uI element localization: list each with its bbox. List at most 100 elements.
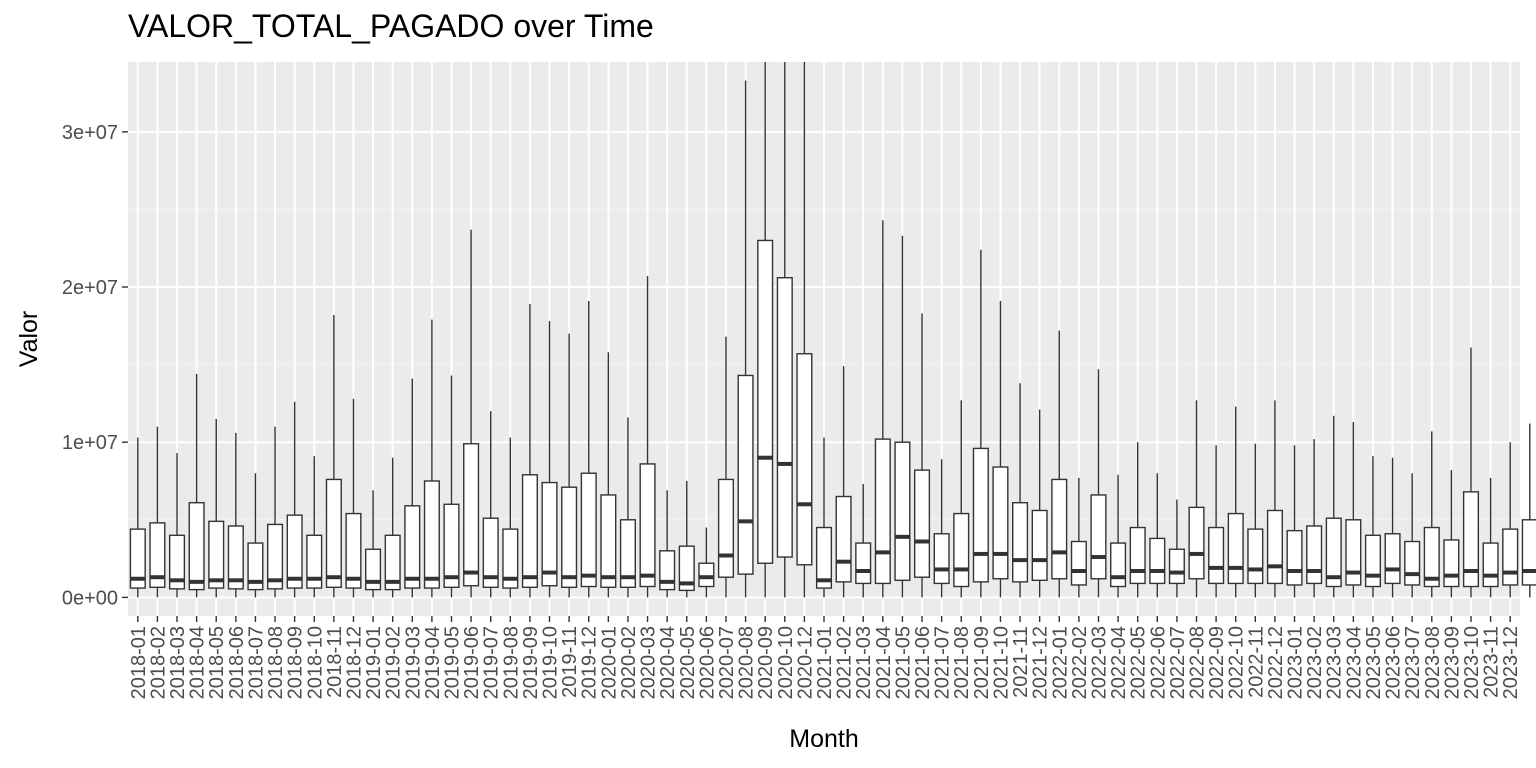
iqr-box: [521, 474, 538, 588]
box-2020-06: [698, 527, 715, 598]
iqr-box: [580, 472, 597, 588]
box-2019-04: [423, 319, 440, 598]
box-2019-06: [463, 229, 480, 598]
x-tick-label: 2023-02: [1304, 626, 1326, 699]
x-tick-label: 2023-11: [1481, 626, 1503, 698]
y-axis: 0e+00 1e+07 2e+07 3e+07: [62, 122, 128, 609]
iqr-box: [913, 469, 931, 578]
x-tick-label: 2021-02: [834, 626, 856, 699]
box-2018-01: [129, 437, 146, 598]
x-tick-label: 2022-07: [1167, 626, 1189, 699]
box-2023-05: [1364, 456, 1382, 598]
x-tick-label: 2018-10: [304, 626, 326, 699]
iqr-box: [443, 503, 460, 588]
box-2019-02: [384, 457, 401, 598]
iqr-box: [188, 502, 205, 591]
x-tick-label: 2020-06: [696, 626, 718, 699]
box-2019-12: [580, 300, 597, 598]
iqr-box: [737, 374, 754, 575]
iqr-box: [1462, 491, 1480, 588]
box-2023-09: [1443, 470, 1460, 598]
x-tick-label: 2019-04: [422, 626, 444, 699]
iqr-box: [482, 517, 499, 588]
iqr-box: [502, 528, 519, 589]
iqr-box: [619, 519, 636, 588]
x-tick-label: 2018-12: [343, 626, 365, 699]
iqr-box: [247, 542, 264, 591]
x-tick-label: 2022-01: [1049, 626, 1071, 699]
box-2020-02: [619, 417, 636, 598]
x-tick-label: 2020-10: [775, 626, 797, 699]
iqr-box: [384, 534, 401, 591]
box-2020-09: [757, 62, 774, 598]
box-2021-12: [1031, 409, 1048, 598]
x-tick-label: 2022-06: [1147, 626, 1169, 699]
box-2021-11: [1012, 383, 1029, 598]
iqr-box: [1168, 548, 1185, 585]
box-2018-05: [208, 418, 225, 598]
iqr-box: [855, 542, 872, 585]
x-tick-label: 2019-05: [441, 626, 463, 699]
iqr-box: [894, 441, 911, 582]
iqr-box: [1031, 509, 1048, 582]
iqr-box: [1521, 519, 1536, 586]
box-2020-07: [717, 336, 735, 598]
box-2023-08: [1423, 431, 1440, 598]
x-tick-label: 2020-04: [657, 626, 679, 699]
x-tick-label: 2022-09: [1206, 626, 1228, 699]
y-tick-label: 0e+00: [62, 587, 118, 609]
x-tick-label: 2019-09: [520, 626, 542, 699]
box-2019-07: [482, 411, 499, 598]
y-axis-title: Valor: [15, 311, 43, 368]
box-2020-03: [639, 276, 656, 598]
x-tick-label: 2019-06: [461, 626, 483, 699]
iqr-box: [1227, 512, 1244, 585]
iqr-box: [168, 534, 186, 590]
x-tick-label: 2021-01: [814, 626, 836, 699]
x-tick-label: 2018-03: [167, 626, 189, 699]
x-tick-label: 2018-06: [226, 626, 248, 699]
box-2018-12: [345, 398, 362, 598]
iqr-box: [1384, 533, 1401, 585]
iqr-box: [423, 480, 440, 589]
iqr-box: [306, 534, 323, 589]
x-tick-label: 2022-12: [1265, 626, 1287, 699]
x-tick-label: 2021-05: [892, 626, 914, 699]
x-tick-label: 2023-05: [1363, 626, 1385, 699]
x-tick-label: 2021-12: [1030, 626, 1052, 699]
x-tick-label: 2019-10: [540, 626, 562, 699]
y-tick-label: 1e+07: [62, 432, 118, 454]
x-tick-label: 2019-08: [500, 626, 522, 699]
box-2018-08: [266, 426, 284, 598]
box-2019-05: [443, 375, 460, 598]
box-2023-12: [1502, 442, 1519, 598]
box-2021-03: [855, 484, 872, 598]
x-tick-label: 2018-02: [147, 626, 169, 699]
iqr-box: [129, 528, 146, 589]
iqr-box: [1110, 542, 1127, 588]
x-tick-label: 2020-05: [677, 626, 699, 699]
x-tick-label: 2021-03: [853, 626, 875, 699]
iqr-box: [404, 505, 421, 589]
box-2022-01: [1051, 330, 1068, 598]
box-2019-01: [365, 490, 382, 598]
x-tick-label: 2023-07: [1402, 626, 1424, 699]
box-2022-08: [1188, 400, 1205, 598]
x-tick-label: 2019-12: [579, 626, 601, 699]
iqr-box: [1208, 526, 1225, 585]
box-2022-04: [1110, 474, 1127, 598]
box-2018-06: [227, 432, 244, 598]
iqr-box: [149, 522, 166, 588]
x-tick-label: 2018-05: [206, 626, 228, 699]
box-2023-02: [1306, 439, 1323, 598]
box-2019-10: [541, 321, 558, 598]
box-2023-01: [1286, 445, 1303, 598]
x-tick-label: 2020-03: [638, 626, 660, 699]
box-2018-03: [168, 453, 186, 598]
box-2021-08: [953, 400, 970, 598]
box-undefined: [1521, 423, 1536, 598]
x-tick-label: 2021-07: [932, 626, 954, 699]
box-2023-10: [1462, 347, 1480, 598]
box-2019-09: [521, 304, 538, 598]
